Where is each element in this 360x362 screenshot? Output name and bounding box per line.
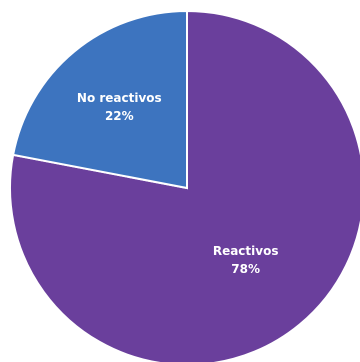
pie-labels: Reactivos 78% No reactivos 22% xyxy=(77,91,279,276)
pie-slice-no-reactivos xyxy=(11,9,188,190)
pie-slice-reactivos xyxy=(9,9,360,362)
slice-value-reactivos: 78% xyxy=(231,262,260,276)
slice-value-no-reactivos: 22% xyxy=(105,109,134,123)
slice-label-reactivos: Reactivos xyxy=(213,244,279,258)
pie-slices xyxy=(9,9,360,362)
slice-label-no-reactivos: No reactivos xyxy=(77,91,162,105)
